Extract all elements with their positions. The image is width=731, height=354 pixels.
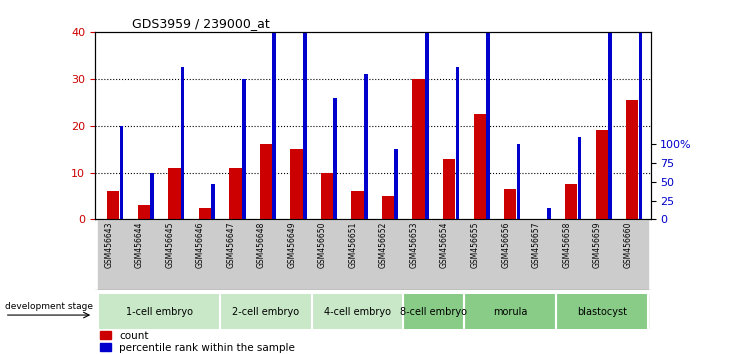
Text: GSM456655: GSM456655 <box>471 222 480 268</box>
Bar <box>412 79 425 219</box>
Bar <box>434 219 464 290</box>
Bar <box>626 100 638 219</box>
Bar <box>464 219 495 290</box>
Bar <box>517 144 520 219</box>
Bar <box>404 219 434 290</box>
Text: development stage: development stage <box>4 302 93 311</box>
Text: GSM456644: GSM456644 <box>135 222 144 268</box>
Bar <box>311 219 342 290</box>
Bar <box>230 168 241 219</box>
Text: GSM456649: GSM456649 <box>287 222 297 268</box>
Legend: count, percentile rank within the sample: count, percentile rank within the sample <box>100 331 295 353</box>
Bar <box>586 219 617 290</box>
Text: GSM456656: GSM456656 <box>501 222 510 268</box>
Text: GSM456646: GSM456646 <box>196 222 205 268</box>
Text: GSM456645: GSM456645 <box>165 222 175 268</box>
Bar <box>137 205 150 219</box>
Text: GSM456654: GSM456654 <box>440 222 449 268</box>
Text: morula: morula <box>493 307 527 316</box>
Bar <box>382 196 394 219</box>
Text: GSM456651: GSM456651 <box>349 222 357 268</box>
Bar <box>129 219 159 290</box>
Bar <box>189 219 220 290</box>
Bar <box>474 114 486 219</box>
Bar <box>220 219 251 290</box>
Bar <box>220 294 311 329</box>
Bar <box>373 219 404 290</box>
Bar <box>504 189 516 219</box>
Text: blastocyst: blastocyst <box>577 307 626 316</box>
Bar <box>211 184 215 219</box>
Bar <box>98 219 129 290</box>
Bar <box>303 32 306 219</box>
Text: GSM456653: GSM456653 <box>409 222 419 268</box>
Bar <box>443 159 455 219</box>
Bar <box>342 219 373 290</box>
Bar <box>565 184 577 219</box>
Text: 8-cell embryo: 8-cell embryo <box>401 307 467 316</box>
Bar <box>273 32 276 219</box>
Text: GSM456648: GSM456648 <box>257 222 266 268</box>
Bar <box>556 294 648 329</box>
Text: GDS3959 / 239000_at: GDS3959 / 239000_at <box>132 17 269 30</box>
Text: 4-cell embryo: 4-cell embryo <box>324 307 391 316</box>
Bar <box>577 137 581 219</box>
Bar <box>596 130 608 219</box>
Bar <box>98 294 220 329</box>
Bar <box>486 0 490 219</box>
Bar <box>242 79 246 219</box>
Text: GSM456659: GSM456659 <box>593 222 602 268</box>
Text: GSM456658: GSM456658 <box>562 222 571 268</box>
Bar <box>199 208 211 219</box>
Bar <box>495 219 526 290</box>
Bar <box>321 172 333 219</box>
Bar <box>464 294 556 329</box>
Bar <box>608 8 612 219</box>
Text: 1-cell embryo: 1-cell embryo <box>126 307 193 316</box>
Bar <box>556 219 586 290</box>
Text: GSM456643: GSM456643 <box>105 222 113 268</box>
Bar <box>251 219 281 290</box>
Bar <box>395 149 398 219</box>
Bar <box>352 191 363 219</box>
Bar <box>547 208 550 219</box>
Bar <box>455 67 459 219</box>
Bar <box>617 219 648 290</box>
Bar <box>120 126 124 219</box>
Bar <box>281 219 311 290</box>
Bar <box>181 67 184 219</box>
Bar <box>290 149 303 219</box>
Text: 2-cell embryo: 2-cell embryo <box>232 307 300 316</box>
Bar <box>107 191 119 219</box>
Bar <box>404 294 464 329</box>
Text: GSM456660: GSM456660 <box>624 222 632 268</box>
Text: GSM456652: GSM456652 <box>379 222 388 268</box>
Bar <box>260 144 272 219</box>
Bar <box>425 0 428 219</box>
Bar <box>526 219 556 290</box>
Text: GSM456647: GSM456647 <box>227 222 235 268</box>
Text: GSM456657: GSM456657 <box>531 222 541 268</box>
Bar <box>168 168 181 219</box>
Bar <box>333 98 337 219</box>
Bar <box>639 0 643 219</box>
Bar <box>364 74 368 219</box>
Bar <box>151 172 154 219</box>
Text: GSM456650: GSM456650 <box>318 222 327 268</box>
Bar <box>159 219 189 290</box>
Bar <box>311 294 404 329</box>
